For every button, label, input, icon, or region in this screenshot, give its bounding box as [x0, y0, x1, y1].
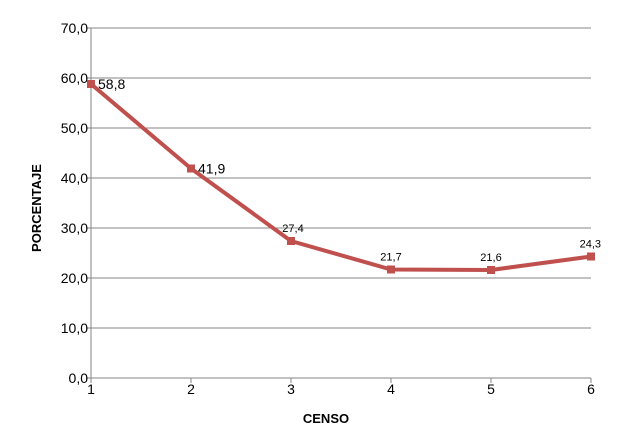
data-point-marker — [287, 237, 295, 245]
y-tick-label: 70,0 — [61, 20, 88, 36]
y-tick-label: 0,0 — [69, 370, 89, 386]
series-markers — [87, 80, 595, 274]
x-tick-label: 5 — [487, 381, 495, 397]
data-label: 21,7 — [380, 252, 401, 264]
data-point-marker — [87, 80, 95, 88]
x-axis-title: CENSO — [303, 411, 349, 426]
data-label: 41,9 — [198, 161, 225, 177]
data-label: 58,8 — [98, 76, 125, 92]
y-tick-label: 10,0 — [61, 320, 88, 336]
data-point-marker — [587, 252, 595, 261]
y-tick-label: 40,0 — [61, 170, 88, 186]
y-tick-label: 50,0 — [61, 120, 88, 136]
y-axis-title: PORCENTAJE — [29, 164, 44, 252]
data-point-marker — [487, 266, 495, 274]
gridlines — [91, 27, 591, 329]
y-tick-label: 30,0 — [61, 220, 88, 236]
y-tick-labels: 0,0 10,0 20,0 30,0 40,0 50,0 60,0 70,0 — [61, 20, 88, 386]
x-tick-label: 3 — [287, 381, 295, 397]
x-tick-label: 2 — [187, 381, 195, 397]
data-point-marker — [187, 164, 195, 173]
data-labels: 58,8 41,9 27,4 21,7 21,6 24,3 — [98, 76, 601, 264]
x-tick-label: 1 — [87, 381, 95, 397]
axes — [86, 27, 592, 383]
x-tick-label: 4 — [387, 381, 395, 397]
series-line — [89, 82, 592, 272]
data-label: 24,3 — [580, 239, 601, 251]
y-tick-label: 60,0 — [61, 70, 88, 86]
data-label: 27,4 — [282, 223, 303, 235]
y-tick-label: 20,0 — [61, 270, 88, 286]
x-tick-labels: 1 2 3 4 5 6 — [87, 381, 595, 397]
x-tick-label: 6 — [587, 381, 595, 397]
data-point-marker — [387, 265, 395, 274]
series-line-path — [89, 82, 592, 272]
data-label: 21,6 — [480, 252, 501, 264]
